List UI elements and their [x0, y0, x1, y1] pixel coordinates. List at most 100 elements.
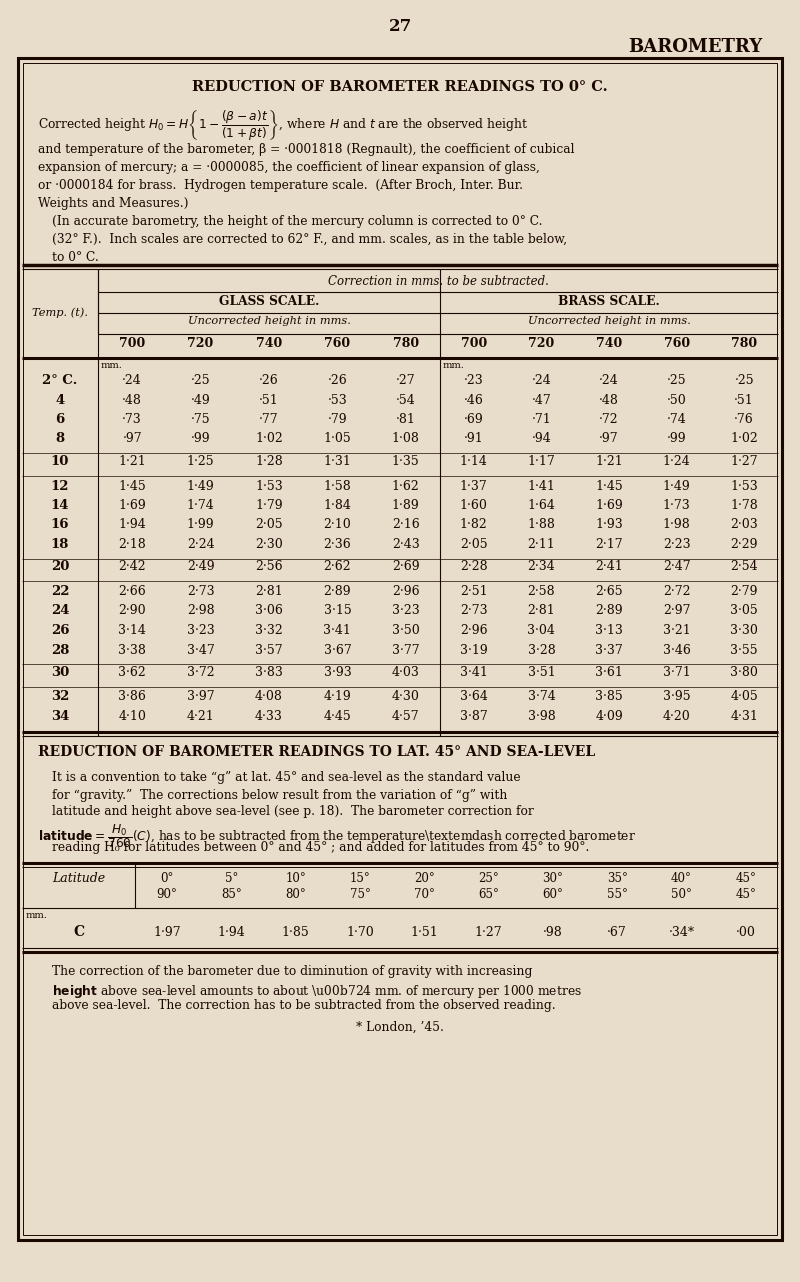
Text: 90°: 90°	[157, 887, 178, 900]
Text: 30°: 30°	[542, 873, 563, 886]
Text: 1·08: 1·08	[392, 432, 420, 446]
Text: 1·05: 1·05	[323, 432, 351, 446]
Text: 1·98: 1·98	[662, 518, 690, 532]
Text: 2·72: 2·72	[663, 585, 690, 597]
Text: 20°: 20°	[414, 873, 434, 886]
Text: 1·37: 1·37	[460, 479, 488, 492]
Text: 1·28: 1·28	[255, 455, 283, 468]
Text: 3·80: 3·80	[730, 667, 758, 679]
Text: 4·10: 4·10	[118, 710, 146, 723]
Text: BRASS SCALE.: BRASS SCALE.	[558, 295, 660, 308]
Text: 2·81: 2·81	[255, 585, 283, 597]
Text: 1·53: 1·53	[255, 479, 283, 492]
Text: 24: 24	[50, 605, 70, 618]
Text: 2·58: 2·58	[527, 585, 555, 597]
Text: 1·02: 1·02	[255, 432, 283, 446]
Text: 2·47: 2·47	[662, 560, 690, 573]
Text: ·99: ·99	[666, 432, 686, 446]
Text: mm.: mm.	[443, 362, 465, 370]
Text: 1·45: 1·45	[118, 479, 146, 492]
Text: 2° C.: 2° C.	[42, 374, 78, 387]
Text: 3·06: 3·06	[255, 605, 283, 618]
Text: 2·30: 2·30	[255, 538, 283, 551]
Text: 1·99: 1·99	[186, 518, 214, 532]
Text: 2·05: 2·05	[460, 538, 488, 551]
Text: ·50: ·50	[666, 394, 686, 406]
Text: 2·11: 2·11	[527, 538, 555, 551]
Text: ·26: ·26	[259, 374, 279, 387]
Text: 35°: 35°	[607, 873, 628, 886]
Text: 2·18: 2·18	[118, 538, 146, 551]
Text: 1·49: 1·49	[662, 479, 690, 492]
Text: 3·98: 3·98	[527, 710, 555, 723]
Text: REDUCTION OF BAROMETER READINGS TO 0° C.: REDUCTION OF BAROMETER READINGS TO 0° C.	[192, 79, 608, 94]
Text: 3·41: 3·41	[323, 624, 351, 637]
Text: 2·96: 2·96	[460, 624, 488, 637]
Text: 1·64: 1·64	[527, 499, 555, 512]
Text: 760: 760	[663, 337, 690, 350]
Text: 3·30: 3·30	[730, 624, 758, 637]
Text: 45°: 45°	[735, 873, 756, 886]
Text: expansion of mercury; a = ·0000085, the coefficient of linear expansion of glass: expansion of mercury; a = ·0000085, the …	[38, 162, 540, 174]
Text: 27: 27	[388, 18, 412, 35]
Text: 2·29: 2·29	[730, 538, 758, 551]
Text: 3·37: 3·37	[595, 644, 623, 656]
Text: 3·23: 3·23	[186, 624, 214, 637]
Text: C: C	[73, 926, 84, 940]
Text: 10°: 10°	[286, 873, 306, 886]
Text: 2·28: 2·28	[460, 560, 488, 573]
Text: 2·79: 2·79	[730, 585, 758, 597]
Text: ·72: ·72	[599, 413, 619, 426]
Text: ·47: ·47	[531, 394, 551, 406]
Text: 45°: 45°	[735, 887, 756, 900]
Text: 2·62: 2·62	[323, 560, 351, 573]
Text: 1·60: 1·60	[460, 499, 488, 512]
Text: 1·84: 1·84	[323, 499, 351, 512]
Text: The correction of the barometer due to diminution of gravity with increasing: The correction of the barometer due to d…	[52, 965, 532, 978]
Text: 4·19: 4·19	[323, 691, 351, 704]
Text: 2·66: 2·66	[118, 585, 146, 597]
Text: 1·21: 1·21	[118, 455, 146, 468]
Text: ·74: ·74	[666, 413, 686, 426]
Text: 1·51: 1·51	[410, 926, 438, 938]
Text: 10: 10	[51, 455, 69, 468]
Text: ·00: ·00	[736, 926, 756, 938]
Text: 3·46: 3·46	[662, 644, 690, 656]
Text: ·76: ·76	[734, 413, 754, 426]
Text: 3·38: 3·38	[118, 644, 146, 656]
Text: 2·69: 2·69	[392, 560, 420, 573]
Text: Latitude: Latitude	[52, 873, 105, 886]
Text: 3·55: 3·55	[730, 644, 758, 656]
Text: ·24: ·24	[122, 374, 142, 387]
Text: ·34*: ·34*	[669, 926, 694, 938]
Text: 3·77: 3·77	[392, 644, 420, 656]
Text: 2·96: 2·96	[392, 585, 420, 597]
Text: 34: 34	[51, 710, 69, 723]
Text: 2·03: 2·03	[730, 518, 758, 532]
Text: 3·71: 3·71	[662, 667, 690, 679]
Text: ·98: ·98	[543, 926, 563, 938]
Text: 4·05: 4·05	[730, 691, 758, 704]
Text: 2·81: 2·81	[527, 605, 555, 618]
Text: 2·89: 2·89	[323, 585, 351, 597]
Text: 2·16: 2·16	[392, 518, 420, 532]
Text: 1·73: 1·73	[662, 499, 690, 512]
Text: 65°: 65°	[478, 887, 499, 900]
Text: ·97: ·97	[122, 432, 142, 446]
Text: 2·24: 2·24	[186, 538, 214, 551]
Text: ·99: ·99	[190, 432, 210, 446]
Text: 2·49: 2·49	[186, 560, 214, 573]
Text: 2·98: 2·98	[186, 605, 214, 618]
Text: ·26: ·26	[327, 374, 347, 387]
Text: 2·17: 2·17	[595, 538, 623, 551]
Text: mm.: mm.	[26, 912, 48, 920]
Text: 3·21: 3·21	[662, 624, 690, 637]
Text: ·24: ·24	[599, 374, 619, 387]
Text: 3·13: 3·13	[595, 624, 623, 637]
Text: 1·14: 1·14	[460, 455, 488, 468]
Text: ·73: ·73	[122, 413, 142, 426]
Text: ·71: ·71	[531, 413, 551, 426]
Text: 3·85: 3·85	[595, 691, 623, 704]
Text: 4·30: 4·30	[392, 691, 420, 704]
Text: 3·74: 3·74	[527, 691, 555, 704]
